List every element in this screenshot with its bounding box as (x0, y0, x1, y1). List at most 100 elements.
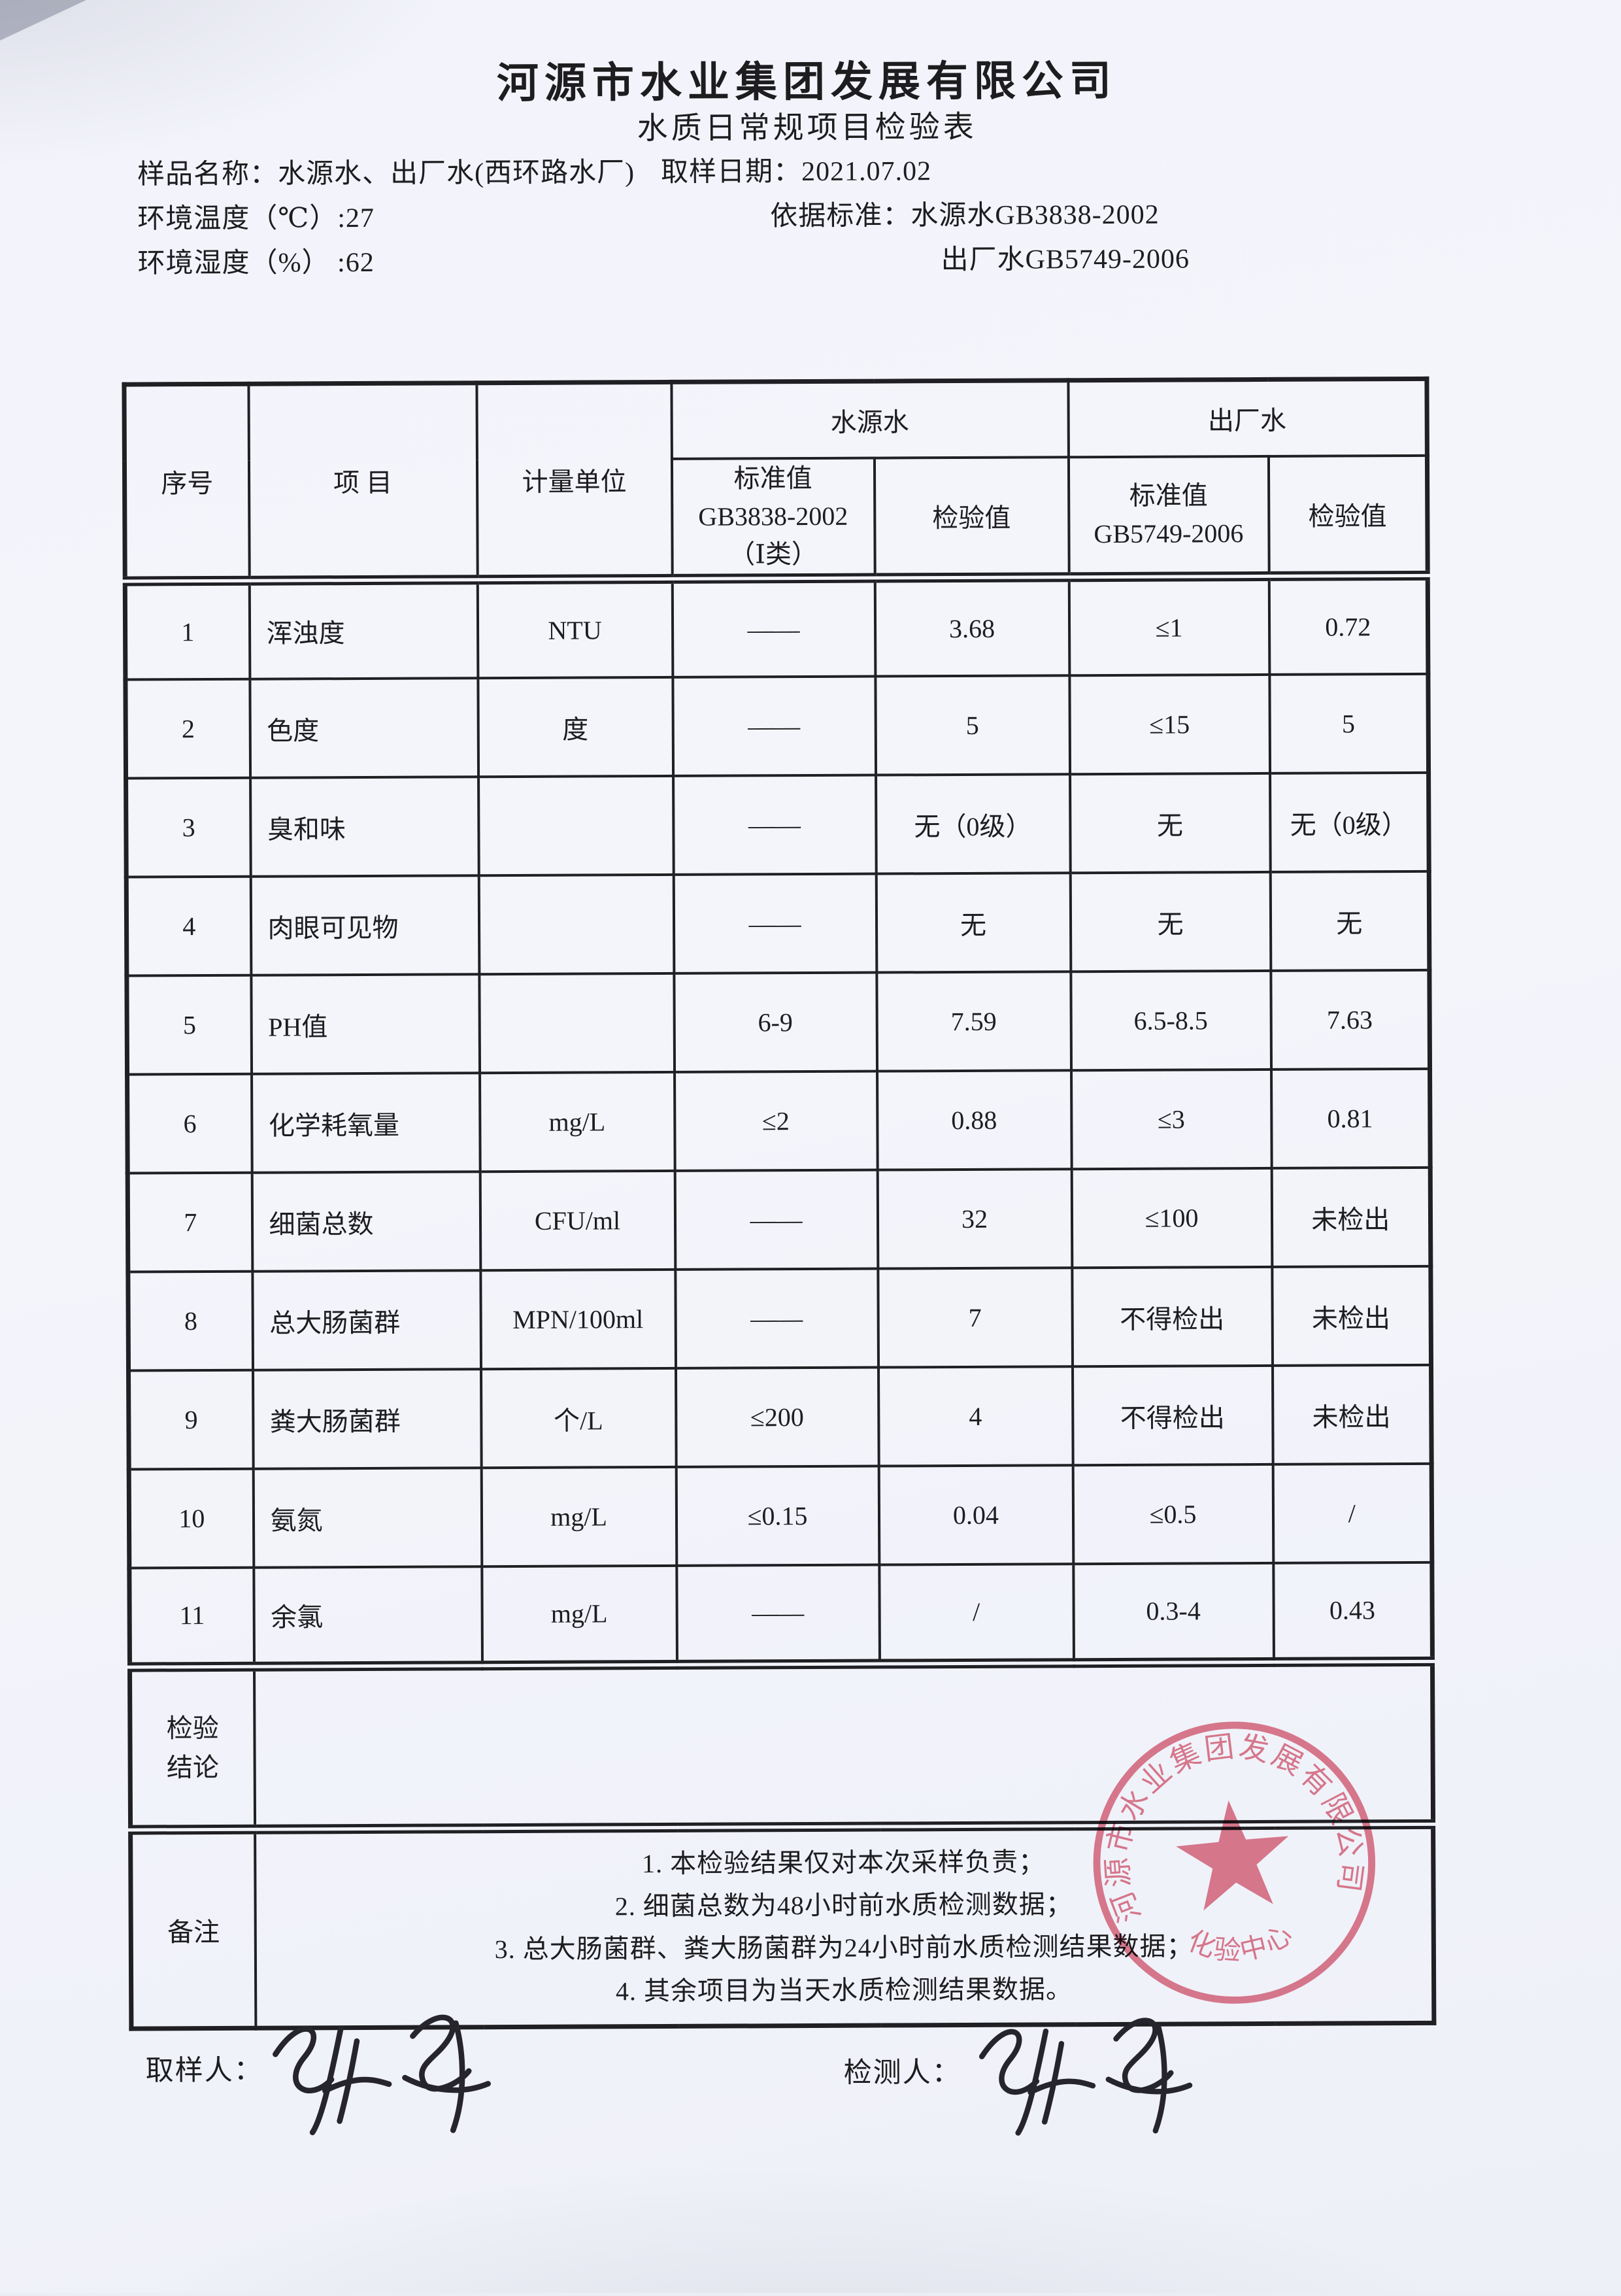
row-outlet-standard: 无 (1070, 871, 1271, 972)
col-header-unit: 计量单位 (476, 382, 673, 580)
row-outlet-value: 未检出 (1271, 1167, 1431, 1267)
row-item: 总大肠菌群 (252, 1270, 481, 1370)
row-outlet-value: 0.72 (1269, 575, 1428, 675)
sampler-label: 取样人： (145, 2055, 263, 2087)
row-source-standard: —— (676, 1564, 880, 1664)
row-no: 9 (128, 1370, 254, 1470)
row-source-value: 4 (878, 1366, 1073, 1466)
row-no: 8 (127, 1271, 253, 1371)
table-row: 9 粪大肠菌群 个/L ≤200 4 不得检出 未检出 (128, 1364, 1432, 1470)
col-header-outlet-standard: 标准值 GB5749-2006 (1068, 456, 1269, 577)
row-item: 粪大肠菌群 (252, 1369, 482, 1469)
col-header-source-value: 检验值 (874, 456, 1069, 578)
row-no: 1 (125, 580, 250, 680)
table-row: 11 余氯 mg/L —— / 0.3-4 0.43 (129, 1562, 1433, 1667)
row-source-value: 5 (875, 675, 1070, 775)
row-source-standard: 6-9 (673, 972, 877, 1072)
sample-date-label: 取样日期： (660, 157, 802, 188)
tester-signature (978, 2017, 1193, 2136)
row-unit (478, 973, 675, 1073)
tester-label: 检测人： (843, 2057, 961, 2089)
row-source-value: 无（0级） (875, 774, 1071, 874)
table-row: 7 细菌总数 CFU/ml —— 32 ≤100 未检出 (127, 1167, 1431, 1272)
stamp-star-icon (1176, 1800, 1289, 1911)
basis-standard-line: 依据标准：水源水GB3838-2002 (770, 192, 1160, 234)
row-item: 氨氮 (253, 1468, 482, 1568)
table-row: 4 肉眼可见物 —— 无 无 无 (126, 871, 1429, 976)
row-outlet-value: / (1273, 1463, 1432, 1563)
row-source-standard: —— (672, 676, 876, 776)
col-header-outlet-value: 检验值 (1268, 455, 1428, 576)
basis-label: 依据标准： (770, 201, 911, 232)
row-source-standard: ≤2 (674, 1071, 878, 1171)
row-outlet-standard: ≤1 (1069, 575, 1269, 676)
row-source-value: 3.68 (875, 577, 1069, 677)
row-source-value: 0.04 (878, 1465, 1073, 1565)
table-row: 6 化学耗氧量 mg/L ≤2 0.88 ≤3 0.81 (127, 1068, 1431, 1173)
row-unit: 个/L (480, 1368, 677, 1468)
remarks-label: 备注 (130, 1829, 256, 2029)
env-temperature-text: 环境温度（℃）:27 (137, 203, 375, 235)
row-outlet-standard: ≤0.5 (1073, 1464, 1273, 1564)
table-row: 10 氨氮 mg/L ≤0.15 0.04 ≤0.5 / (129, 1463, 1432, 1568)
row-outlet-value: 0.81 (1271, 1068, 1431, 1168)
row-no: 10 (129, 1468, 254, 1568)
row-item: 细菌总数 (252, 1172, 480, 1272)
row-source-value: 7.59 (876, 971, 1071, 1072)
col-header-source-standard: 标准值 GB3838-2002 （Ⅰ类） (671, 458, 875, 579)
row-outlet-standard: 不得检出 (1072, 1365, 1273, 1466)
row-outlet-standard: ≤3 (1071, 1069, 1272, 1170)
row-item: 余氯 (253, 1566, 482, 1666)
row-outlet-standard: 0.3-4 (1073, 1562, 1274, 1663)
table-row: 1 浑浊度 NTU —— 3.68 ≤1 0.72 (125, 575, 1428, 680)
row-outlet-standard: ≤15 (1069, 674, 1270, 775)
table-group-header-row: 序号 项 目 计量单位 水源水 出厂水 (124, 379, 1428, 581)
table-row: 8 总大肠菌群 MPN/100ml —— 7 不得检出 未检出 (127, 1266, 1431, 1371)
row-item: 臭和味 (250, 777, 479, 877)
row-source-standard: ≤0.15 (676, 1466, 879, 1566)
row-source-value: 7 (877, 1268, 1073, 1368)
row-source-value: 0.88 (877, 1070, 1072, 1170)
stamp-ring (1093, 1721, 1376, 2004)
row-outlet-value: 0.43 (1273, 1562, 1433, 1662)
row-item: 化学耗氧量 (251, 1073, 480, 1173)
row-source-value: 无 (876, 873, 1071, 973)
row-outlet-value: 未检出 (1271, 1266, 1431, 1366)
row-no: 11 (129, 1567, 254, 1667)
row-no: 2 (125, 679, 250, 779)
row-item: PH值 (250, 974, 480, 1074)
row-outlet-value: 无 (1270, 871, 1429, 971)
row-item: 色度 (249, 678, 478, 778)
col-header-item: 项 目 (248, 382, 478, 581)
row-no: 5 (126, 975, 252, 1075)
conclusion-label: 检验 结论 (129, 1666, 255, 1830)
row-unit: CFU/ml (480, 1170, 675, 1271)
row-unit: mg/L (481, 1466, 677, 1567)
sample-name-value: 水源水、出厂水(西环路水厂) (277, 158, 635, 190)
group-header-source-water: 水源水 (671, 380, 1069, 459)
row-source-standard: ≤200 (675, 1367, 879, 1467)
row-unit: mg/L (479, 1072, 675, 1172)
row-no: 6 (127, 1073, 252, 1173)
row-outlet-value: 5 (1269, 673, 1429, 773)
row-unit: 度 (477, 677, 673, 777)
row-no: 7 (127, 1172, 252, 1272)
table-row: 5 PH值 6-9 7.59 6.5-8.5 7.63 (126, 970, 1430, 1075)
sampler-signature (273, 2014, 491, 2136)
scan-corner-shadow (0, 0, 86, 41)
row-outlet-standard: 6.5-8.5 (1070, 970, 1271, 1071)
table-row: 3 臭和味 —— 无（0级） 无 无（0级） (125, 772, 1429, 877)
env-humidity-text: 环境湿度（%） :62 (137, 247, 375, 279)
row-unit: NTU (477, 578, 673, 679)
row-outlet-standard: 不得检出 (1071, 1266, 1273, 1367)
row-outlet-value: 未检出 (1272, 1364, 1432, 1464)
sample-info-line: 样品名称：水源水、出厂水(西环路水厂) 取样日期：2021.07.02 (137, 148, 931, 192)
sample-name-label: 样品名称： (137, 159, 278, 190)
sample-date-value: 2021.07.02 (801, 156, 932, 188)
row-outlet-standard: 无 (1069, 773, 1271, 873)
row-source-value: / (878, 1564, 1074, 1664)
col-header-no: 序号 (124, 384, 250, 581)
row-item: 浑浊度 (249, 579, 478, 679)
